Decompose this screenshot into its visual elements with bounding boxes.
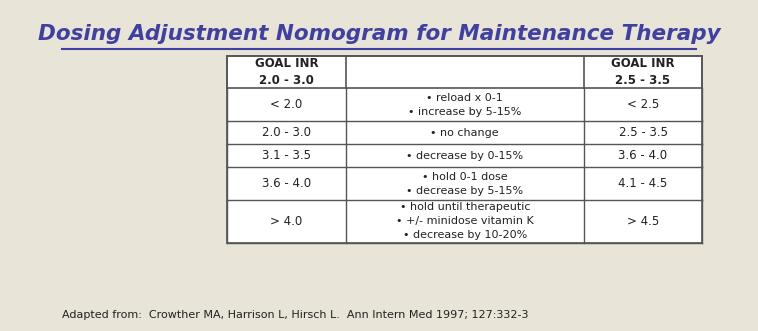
- Text: 2.5 - 3.5: 2.5 - 3.5: [619, 126, 668, 139]
- Text: 3.6 - 4.0: 3.6 - 4.0: [262, 177, 311, 190]
- Text: • hold 0-1 dose
• decrease by 5-15%: • hold 0-1 dose • decrease by 5-15%: [406, 171, 523, 196]
- Text: • no change: • no change: [431, 128, 499, 138]
- Text: < 2.5: < 2.5: [627, 98, 659, 111]
- Text: • hold until therapeutic
• +/- minidose vitamin K
• decrease by 10-20%: • hold until therapeutic • +/- minidose …: [396, 202, 534, 240]
- Text: 3.6 - 4.0: 3.6 - 4.0: [619, 149, 668, 162]
- Text: GOAL INR
2.5 - 3.5: GOAL INR 2.5 - 3.5: [611, 57, 675, 87]
- Text: Adapted from:  Crowther MA, Harrison L, Hirsch L.  Ann Intern Med 1997; 127:332-: Adapted from: Crowther MA, Harrison L, H…: [62, 310, 528, 320]
- Text: Dosing Adjustment Nomogram for Maintenance Therapy: Dosing Adjustment Nomogram for Maintenan…: [38, 24, 720, 44]
- Text: • reload x 0-1
• increase by 5-15%: • reload x 0-1 • increase by 5-15%: [408, 93, 522, 117]
- Text: > 4.5: > 4.5: [627, 215, 659, 228]
- Text: • decrease by 0-15%: • decrease by 0-15%: [406, 151, 523, 161]
- Text: 4.1 - 4.5: 4.1 - 4.5: [619, 177, 668, 190]
- Text: 3.1 - 3.5: 3.1 - 3.5: [262, 149, 311, 162]
- Text: GOAL INR
2.0 - 3.0: GOAL INR 2.0 - 3.0: [255, 57, 318, 87]
- Text: < 2.0: < 2.0: [271, 98, 302, 111]
- Text: 2.0 - 3.0: 2.0 - 3.0: [262, 126, 311, 139]
- Text: > 4.0: > 4.0: [271, 215, 302, 228]
- FancyBboxPatch shape: [227, 56, 703, 243]
